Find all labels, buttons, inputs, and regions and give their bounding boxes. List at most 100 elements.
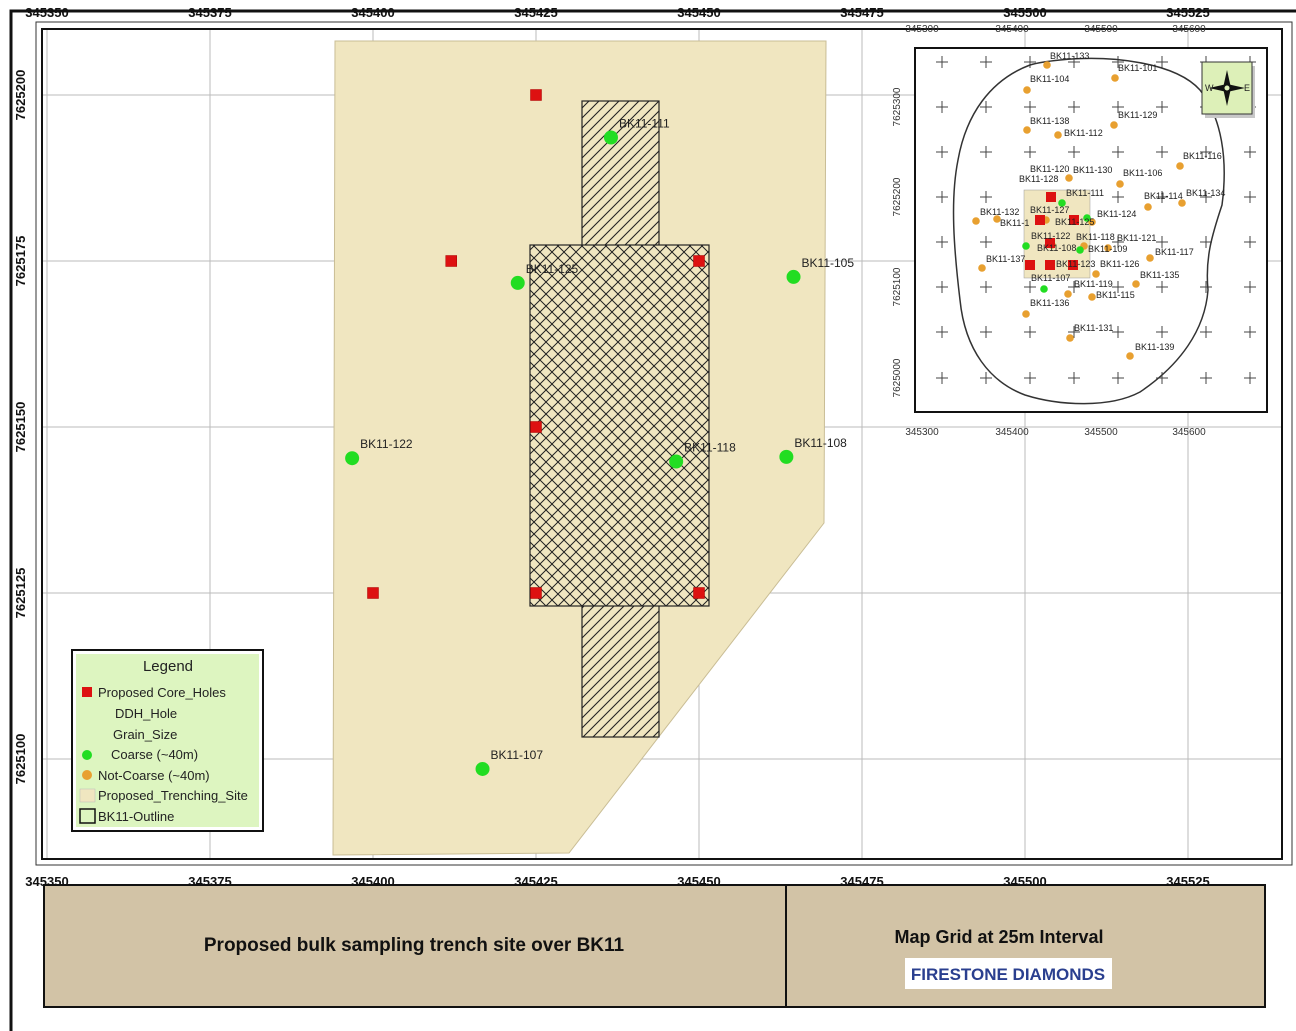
inset-grid-cross [1112,56,1124,68]
inset-hole-label: BK11-128 [1019,174,1058,184]
inset-grid-cross [1112,191,1124,203]
inset-grid-cross [980,372,992,384]
inset-hole-label: BK11-104 [1030,74,1069,84]
top-tick-label: 345500 [1003,5,1046,20]
ddh-points: BK11-111 BK11-125 BK11-105 BK11-122 BK11-118… [345,116,855,776]
left-tick-label: 7625150 [13,402,28,453]
core-hole-marker [693,255,705,267]
inset-not-coarse-point [1146,254,1154,262]
inset-grid-cross [936,372,948,384]
inset-not-coarse-point [1065,174,1073,182]
legend-item-not-coarse: Not-Coarse (~40m) [98,768,210,783]
inset-grid-cross [980,56,992,68]
inset-grid-cross [1244,146,1256,158]
inset-hole-label: BK11-121 [1117,233,1156,243]
inset-hole-label: BK11-122 [1031,231,1070,241]
inset-grid-cross [1200,191,1212,203]
inset-grid-cross [1200,326,1212,338]
inset-not-coarse-point [1126,352,1134,360]
inset-grid-cross [1068,281,1080,293]
inset-hole-label: BK11-124 [1097,209,1136,219]
inset-grid-cross [980,326,992,338]
inset-not-coarse-point [1144,203,1152,211]
legend-item-ddh-hole: DDH_Hole [115,706,177,721]
inset-not-coarse-point [1178,199,1186,207]
trench-crosshatch [529,244,710,607]
inset-hole-label: BK11-115 [1096,290,1135,300]
inset-grid-cross [1200,372,1212,384]
title-block: Proposed bulk sampling trench site over … [43,884,1266,1008]
inset-grid-cross [1068,372,1080,384]
legend-trenching-symbol [79,788,96,803]
inset-grid-cross [1156,191,1168,203]
inset-hole-label: BK11-134 [1186,188,1225,198]
inset-grid-cross [1112,101,1124,113]
inset-hole-label: BK11-123 [1056,259,1095,269]
inset-coarse-point [1022,242,1030,250]
legend-title: Legend [143,658,193,675]
inset-grid-cross [1112,372,1124,384]
coarse-hole-point [345,451,360,466]
coarse-hole-point [779,449,794,464]
inset-not-coarse-point [1088,293,1096,301]
inset-coarse-point [1083,214,1091,222]
inset-grid-cross [936,236,948,248]
hole-label: BK11-125 [526,262,579,276]
inset-core-hole [1068,260,1078,270]
inset-bottom-tick: 345400 [995,427,1029,438]
top-tick-label: 345475 [840,5,883,20]
inset-not-coarse-point [1064,290,1072,298]
inset-core-hole [1046,192,1056,202]
hole-label: BK11-105 [802,256,855,270]
inset-hole-label: BK11-111 [1066,188,1104,198]
inset-hole-label: BK11-108 [1037,243,1076,253]
inset-left-tick: 7625100 [892,267,903,306]
inset-hole-label: BK11-139 [1135,342,1174,352]
inset-top-tick: 345400 [995,24,1029,35]
inset-coarse-point [1076,246,1084,254]
hole-label: BK11-108 [794,436,847,450]
inset-grid-cross [1200,236,1212,248]
inset-point-labels: BK11-133 BK11-101 BK11-104 BK11-129 BK11-138… [980,51,1225,352]
inset-not-coarse-point [1116,180,1124,188]
north-arrow: W E [1201,61,1255,118]
inset-not-coarse-point [1132,280,1140,288]
inset-core-hole [1045,238,1055,248]
hole-label: BK11-111 [619,116,670,130]
legend-not-coarse-symbol [82,770,92,780]
inset-not-coarse-point [1110,121,1118,129]
inset-hole-label: BK11-132 [980,207,1019,217]
inset-bottom-tick: 345600 [1172,427,1206,438]
inset-hole-label: BK11-126 [1100,259,1139,269]
inset-hole-label: BK11-101 [1118,63,1157,73]
coarse-hole-point [786,269,801,284]
inset-grid-cross [936,281,948,293]
inset-grid-cross [1024,372,1036,384]
inset-hole-label: BK11-116 [1183,151,1222,161]
core-hole-marker [693,587,705,599]
inset-grid-cross [936,326,948,338]
core-hole-marker [530,89,542,101]
inset-grid-cross [1112,236,1124,248]
left-tick-label: 7625125 [13,568,28,619]
inset-not-coarse-point [1022,310,1030,318]
inset-grid-cross [1200,146,1212,158]
inset-hole-label: BK11-127 [1030,205,1069,215]
north-arrow-east: E [1244,83,1250,93]
hole-label: BK11-107 [491,748,544,762]
inset-grid-cross [1024,281,1036,293]
core-hole-marker [445,255,457,267]
inset-grid-cross [1200,281,1212,293]
main-map: BK11-111 BK11-125 BK11-105 BK11-122 BK11-118… [35,21,1293,866]
inset-not-coarse-point [1176,162,1184,170]
inset-grid-cross [1112,326,1124,338]
inset-not-coarse-point [1043,61,1051,69]
inset-bottom-tick: 345300 [905,427,939,438]
inset-grid-cross [1112,281,1124,293]
inset-grid-cross [1068,326,1080,338]
legend-item-grain-size: Grain_Size [113,727,177,742]
legend-core-hole-symbol [82,687,92,697]
inset-grid-cross [936,56,948,68]
left-tick-label: 7625100 [13,734,28,785]
